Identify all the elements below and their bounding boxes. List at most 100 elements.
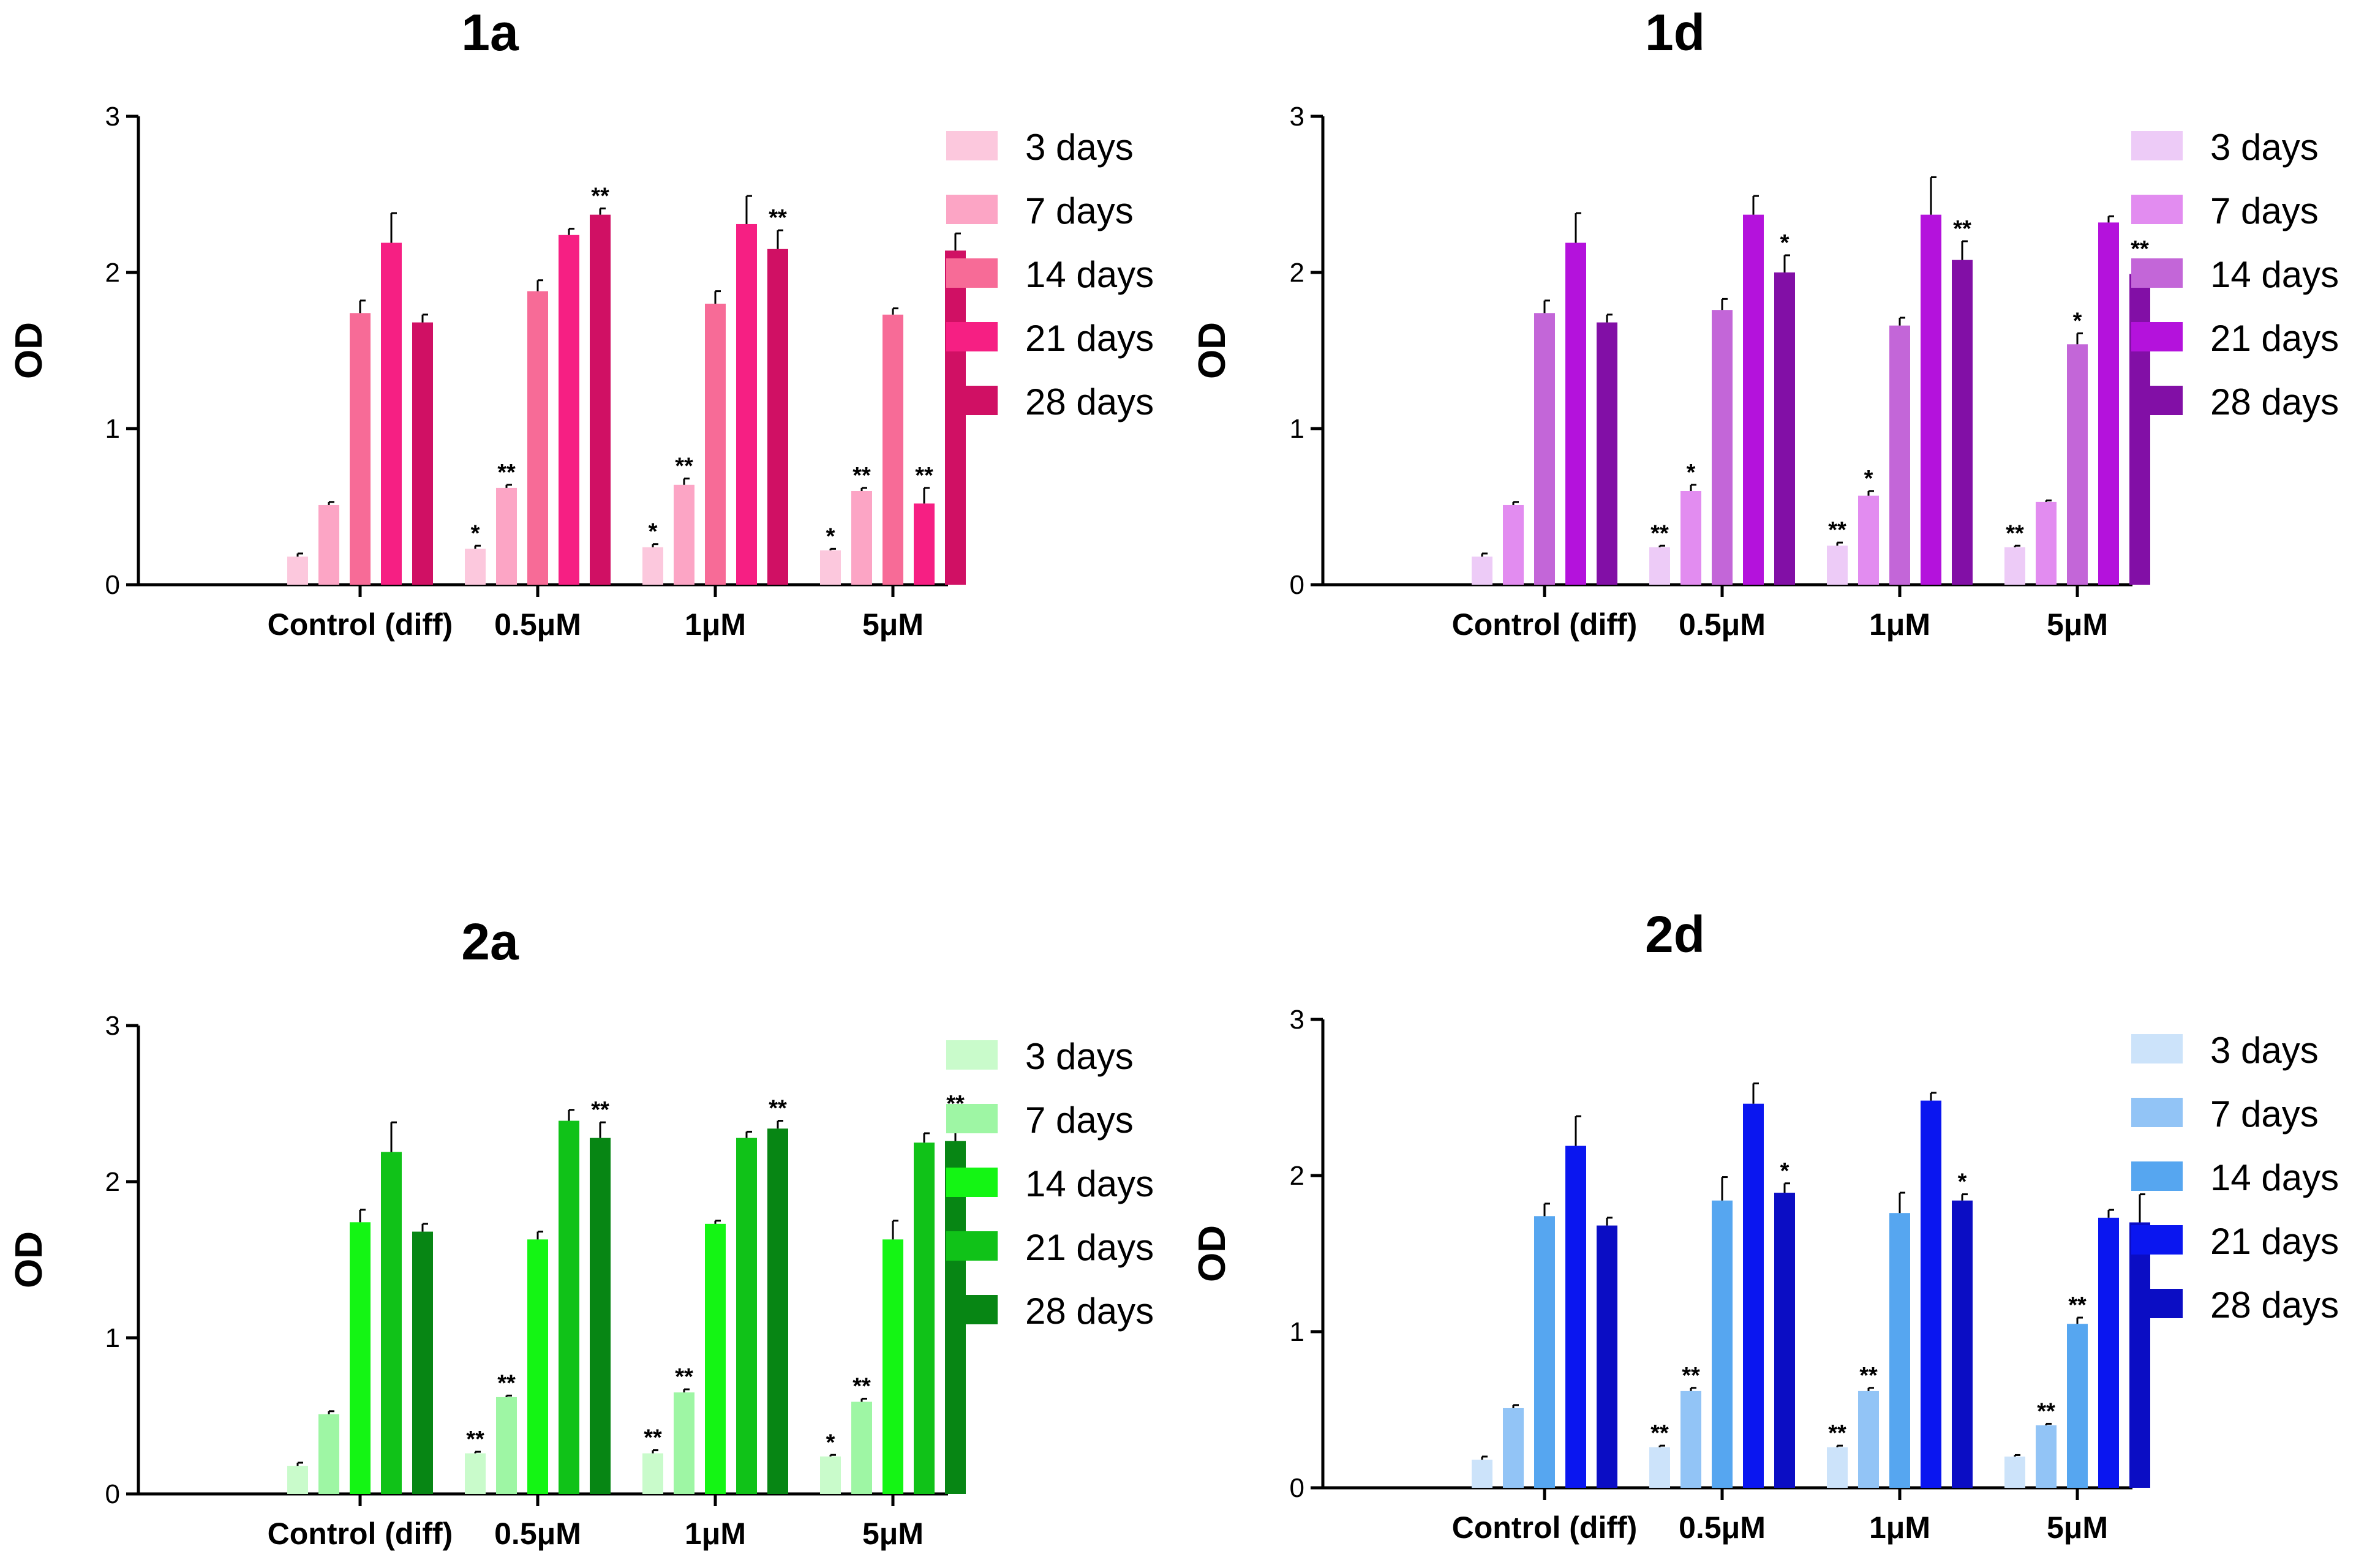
legend-label: 28 days [1025, 1291, 1154, 1332]
bar [381, 242, 402, 585]
bar [1534, 313, 1555, 585]
legend-swatch [946, 1231, 998, 1261]
legend: 3 days 7 days 14 days 21 days 28 days [2131, 1030, 2339, 1326]
bar [767, 249, 788, 585]
bar [350, 1222, 371, 1494]
legend-swatch [946, 195, 998, 224]
y-tick-label: 2 [1290, 1161, 1304, 1191]
y-tick-label: 3 [1290, 1005, 1304, 1035]
bar [350, 313, 371, 585]
y-tick-label: 1 [1290, 1317, 1304, 1347]
bar [1649, 1447, 1670, 1488]
bar [705, 304, 726, 585]
legend-label: 3 days [1025, 1036, 1134, 1077]
bar [642, 547, 663, 585]
bar [1503, 505, 1524, 585]
bar [1597, 1225, 1617, 1488]
legend-label: 7 days [1025, 190, 1134, 231]
legend-swatch [2131, 322, 2183, 351]
bar [2004, 547, 2025, 585]
bar [914, 503, 935, 585]
significance-label: ** [769, 205, 787, 231]
significance-label: ** [852, 1373, 871, 1399]
bar [590, 214, 611, 585]
y-axis-label: OD [8, 1231, 50, 1288]
bar [2036, 501, 2057, 585]
legend-label: 14 days [1025, 1163, 1154, 1204]
x-tick-label: 5μM [862, 1517, 924, 1551]
y-tick-label: 1 [105, 1323, 120, 1353]
legend-swatch [946, 1104, 998, 1133]
bar [1649, 547, 1670, 585]
x-tick-label: 1μM [685, 1517, 746, 1551]
bar [1534, 1216, 1555, 1488]
significance-label: ** [591, 183, 609, 209]
legend-swatch [2131, 1034, 2183, 1063]
significance-label: ** [675, 1364, 693, 1390]
x-tick-label: Control (diff) [1452, 1510, 1638, 1545]
significance-label: ** [1828, 1420, 1846, 1446]
bar [318, 505, 339, 585]
significance-label: ** [2037, 1398, 2055, 1424]
bar [1565, 242, 1586, 585]
bar [945, 250, 966, 585]
legend-label: 7 days [1025, 1100, 1134, 1141]
legend-swatch [2131, 195, 2183, 224]
significance-label: ** [644, 1425, 662, 1451]
bar [1680, 1390, 1701, 1488]
legend-label: 14 days [2210, 254, 2339, 295]
x-tick-label: 0.5μM [1679, 607, 1766, 642]
y-tick-label: 3 [105, 102, 120, 132]
bar [674, 1392, 694, 1494]
bar [1827, 546, 1848, 585]
y-tick-label: 1 [1290, 414, 1304, 444]
bar [1774, 1193, 1795, 1488]
y-tick-label: 0 [1290, 570, 1304, 600]
significance-label: * [649, 519, 658, 545]
x-tick-label: 0.5μM [494, 1517, 581, 1551]
significance-label: ** [1682, 1363, 1700, 1389]
bar [820, 1456, 841, 1494]
bar [820, 550, 841, 585]
legend-swatch [946, 386, 998, 415]
significance-label: * [826, 523, 835, 549]
bar [527, 1239, 548, 1494]
significance-label: ** [2068, 1292, 2087, 1318]
legend-label: 14 days [1025, 254, 1154, 295]
chart-title: 2a [461, 913, 519, 970]
bar [1565, 1146, 1586, 1488]
bar [559, 234, 579, 585]
bar [1921, 214, 1941, 585]
y-tick-label: 3 [1290, 102, 1304, 132]
bar [767, 1128, 788, 1494]
legend-swatch [2131, 1098, 2183, 1127]
significance-label: * [1780, 1158, 1790, 1184]
legend: 3 days 7 days 14 days 21 days 28 days [946, 1036, 1154, 1332]
x-tick-label: Control (diff) [268, 1517, 453, 1551]
bar [318, 1414, 339, 1494]
x-tick-label: 1μM [1869, 607, 1930, 642]
bar [883, 314, 903, 585]
y-tick-label: 1 [105, 414, 120, 444]
significance-label: ** [497, 1370, 516, 1396]
x-tick-label: 5μM [2047, 607, 2108, 642]
y-tick-label: 2 [1290, 258, 1304, 288]
significance-label: ** [1953, 216, 1971, 242]
bar [883, 1239, 903, 1494]
chart-title: 1d [1645, 4, 1705, 61]
bar [674, 484, 694, 585]
legend-swatch [2131, 258, 2183, 288]
legend: 3 days 7 days 14 days 21 days 28 days [946, 127, 1154, 422]
bar [2129, 274, 2150, 585]
bar [914, 1142, 935, 1494]
significance-label: * [1958, 1169, 1967, 1195]
legend-swatch [2131, 1161, 2183, 1191]
significance-label: ** [852, 463, 871, 489]
legend-swatch [946, 322, 998, 351]
bar [496, 1397, 517, 1494]
y-axis-label: OD [1191, 322, 1233, 379]
y-axis-label: OD [1191, 1225, 1233, 1282]
legend-label: 14 days [2210, 1157, 2339, 1198]
significance-label: * [1864, 466, 1873, 492]
significance-label: ** [1828, 517, 1846, 543]
